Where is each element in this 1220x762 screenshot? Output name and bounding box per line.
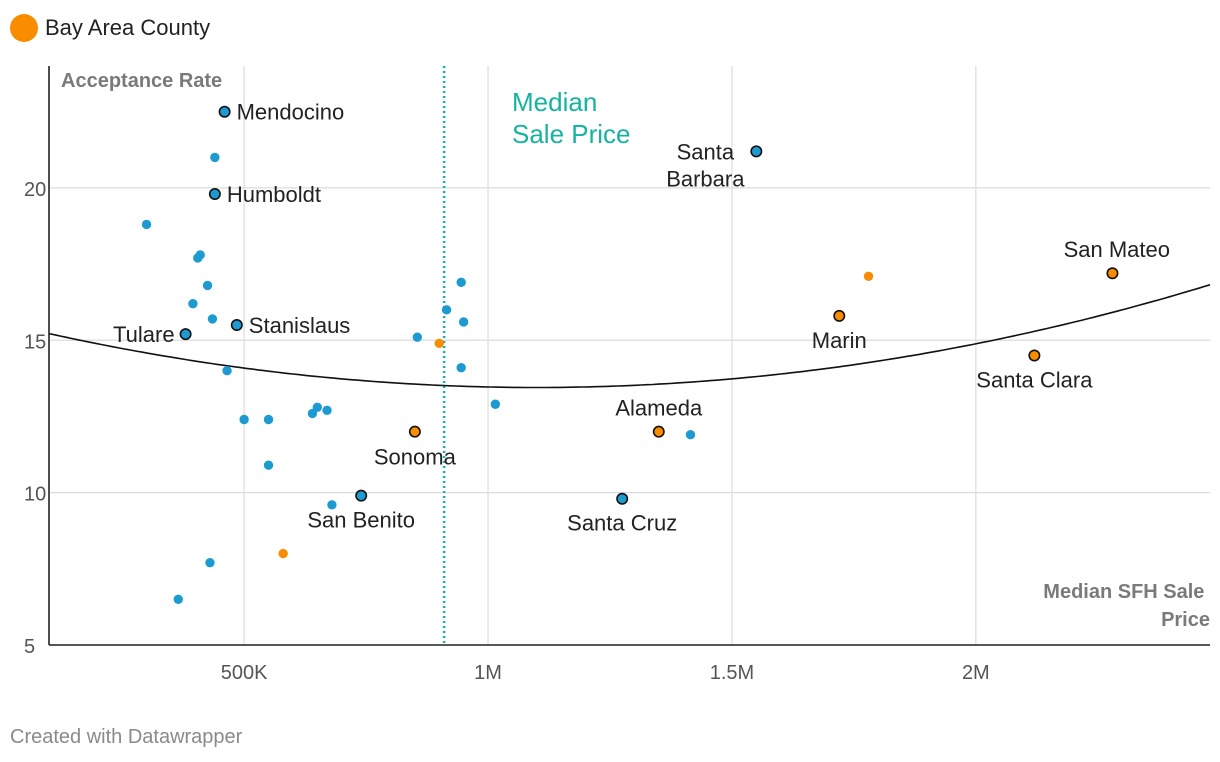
axis-ticks: 5 10 15 20 500K 1M 1.5M 2M bbox=[24, 179, 990, 684]
data-point bbox=[278, 548, 288, 559]
data-point bbox=[434, 338, 444, 349]
data-point bbox=[210, 152, 220, 163]
y-axis-label: Acceptance Rate bbox=[61, 70, 222, 92]
point-label-line: Alameda bbox=[615, 396, 703, 421]
point-label-line: San Mateo bbox=[1064, 237, 1170, 262]
point-label: Santa Clara bbox=[976, 368, 1093, 393]
point-label-line: Barbara bbox=[666, 166, 745, 191]
data-point bbox=[188, 298, 198, 309]
point-label-line: Humboldt bbox=[227, 182, 321, 207]
legend-swatch bbox=[10, 14, 38, 42]
labeled-point bbox=[218, 105, 231, 118]
point-label-line: Tulare bbox=[113, 322, 175, 347]
data-point bbox=[222, 366, 232, 376]
x-axis-label-line2: Price bbox=[1161, 609, 1210, 631]
x-tick-label: 1.5M bbox=[710, 662, 754, 684]
point-label-line: Santa Cruz bbox=[567, 511, 677, 536]
point-label: Marin bbox=[812, 328, 867, 353]
point-label: San Benito bbox=[307, 508, 415, 533]
x-tick-label: 500K bbox=[221, 662, 268, 684]
trend-line bbox=[48, 284, 1211, 389]
labeled-point bbox=[750, 145, 763, 158]
labeled-point bbox=[1028, 349, 1041, 362]
footer-credit: Created with Datawrapper bbox=[10, 726, 243, 748]
y-tick-label: 10 bbox=[24, 484, 46, 506]
data-points bbox=[141, 105, 1119, 604]
point-label: Stanislaus bbox=[249, 313, 351, 338]
data-point bbox=[412, 332, 423, 342]
data-point bbox=[327, 500, 337, 510]
data-point bbox=[863, 271, 874, 281]
median-label-line1: Median bbox=[512, 87, 597, 117]
data-point bbox=[456, 362, 466, 373]
labeled-point bbox=[208, 187, 221, 200]
data-point bbox=[263, 414, 274, 425]
point-labels: Marin San Mateo Santa Clara Alameda Sonoma Me… bbox=[113, 100, 1170, 536]
legend-label: Bay Area County bbox=[45, 15, 211, 40]
median-label-line2: Sale Price bbox=[512, 119, 631, 149]
point-label-line: Santa Clara bbox=[976, 368, 1093, 393]
point-label: Humboldt bbox=[227, 182, 321, 207]
data-point bbox=[141, 219, 152, 230]
data-point bbox=[205, 558, 215, 568]
data-point bbox=[202, 280, 213, 291]
point-label: Santa Cruz bbox=[567, 511, 677, 536]
labeled-point bbox=[179, 328, 192, 341]
y-tick-label: 20 bbox=[24, 179, 46, 201]
data-point bbox=[307, 408, 318, 419]
data-point bbox=[173, 594, 183, 604]
point-label-line: Stanislaus bbox=[249, 313, 351, 338]
point-label-line: Mendocino bbox=[237, 100, 345, 125]
x-tick-label: 2M bbox=[962, 662, 990, 684]
point-label-line: San Benito bbox=[307, 508, 415, 533]
labeled-point bbox=[616, 492, 629, 505]
point-label-line: Sonoma bbox=[374, 445, 457, 470]
x-tick-label: 1M bbox=[474, 662, 502, 684]
axes bbox=[48, 66, 1210, 646]
data-point bbox=[685, 430, 696, 440]
data-point bbox=[458, 317, 469, 327]
point-label: Sonoma bbox=[374, 445, 457, 470]
labeled-point bbox=[833, 309, 846, 322]
point-label: Mendocino bbox=[237, 100, 345, 125]
data-point bbox=[193, 253, 203, 263]
point-label: Tulare bbox=[113, 322, 175, 347]
point-label-line: Santa bbox=[677, 139, 735, 164]
labeled-point bbox=[408, 425, 421, 438]
data-point bbox=[207, 314, 218, 324]
point-label: Alameda bbox=[615, 396, 703, 421]
data-point bbox=[441, 305, 452, 315]
y-tick-label: 15 bbox=[24, 331, 46, 353]
y-tick-label: 5 bbox=[24, 636, 35, 658]
data-point bbox=[263, 460, 274, 470]
point-label-line: Marin bbox=[812, 328, 867, 353]
labeled-point bbox=[355, 489, 368, 502]
data-point bbox=[239, 414, 249, 425]
x-axis-label: Median SFH Sale Price bbox=[1043, 581, 1210, 631]
point-label: Santa Barbara bbox=[666, 139, 745, 191]
labeled-point bbox=[230, 319, 243, 332]
data-point bbox=[322, 405, 332, 416]
data-point bbox=[490, 399, 501, 409]
labeled-point bbox=[1106, 267, 1119, 280]
labeled-point bbox=[652, 425, 665, 438]
point-label: San Mateo bbox=[1064, 237, 1170, 262]
x-axis-label-line1: Median SFH Sale bbox=[1043, 581, 1204, 603]
data-point bbox=[456, 277, 466, 288]
legend: Bay Area County bbox=[10, 14, 210, 42]
